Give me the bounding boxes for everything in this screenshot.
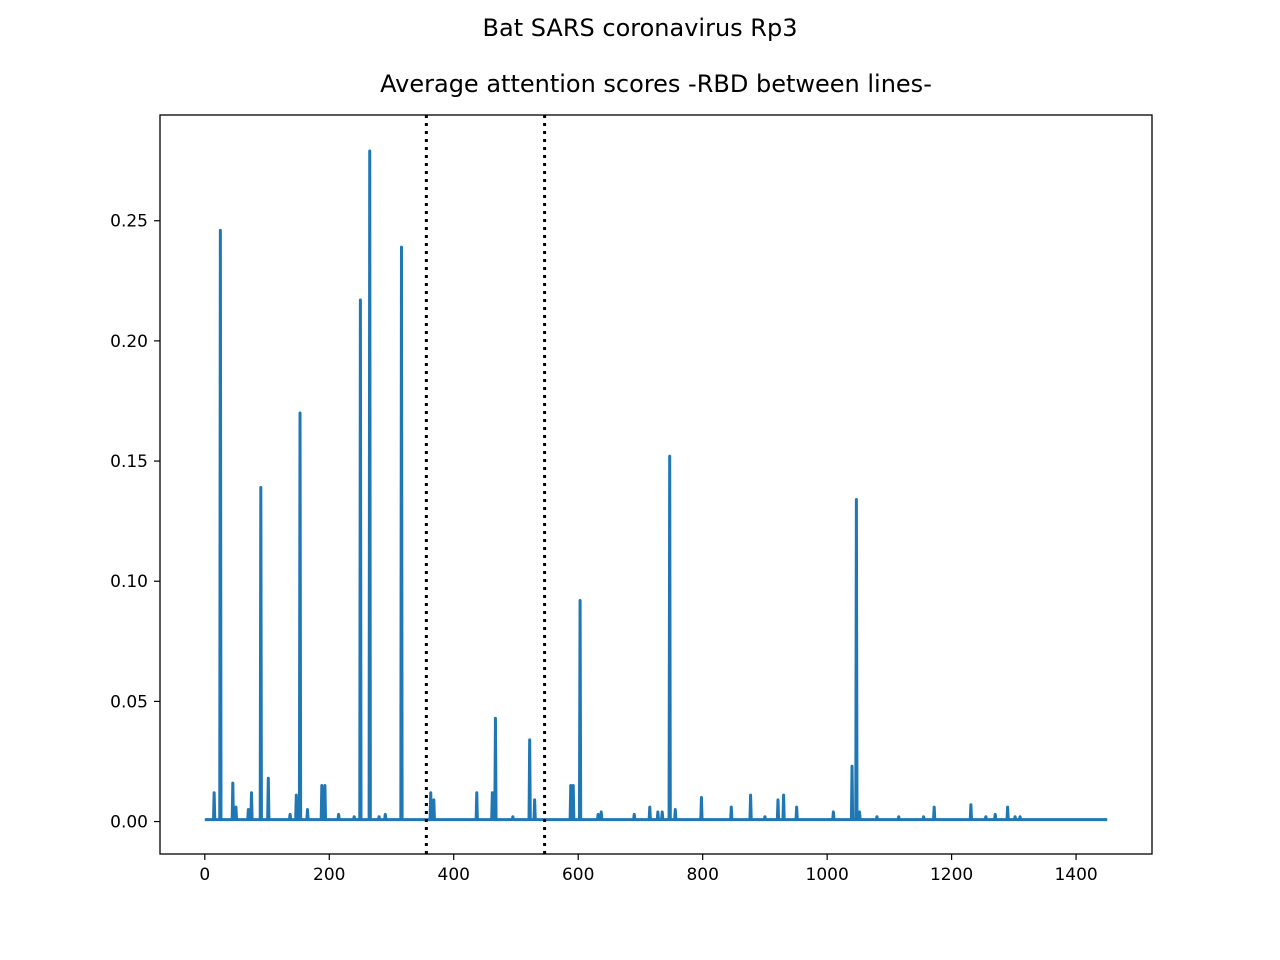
y-tick-label: 0.25	[110, 212, 148, 232]
x-tick-label: 1000	[806, 865, 849, 885]
x-tick-label: 1400	[1054, 865, 1097, 885]
y-tick-label: 0.00	[110, 813, 148, 833]
x-tick-label: 400	[438, 865, 470, 885]
figure-suptitle: Bat SARS coronavirus Rp3	[482, 14, 798, 42]
series-line	[204, 149, 1108, 822]
x-tick-label: 1200	[930, 865, 973, 885]
plot-area-frame	[159, 114, 1153, 855]
x-tick-label: 800	[686, 865, 718, 885]
y-tick-label: 0.10	[110, 572, 148, 592]
y-tick-label: 0.20	[110, 332, 148, 352]
chart-title: Average attention scores -RBD between li…	[380, 70, 932, 98]
x-tick-label: 0	[199, 865, 210, 885]
y-tick-label: 0.15	[110, 452, 148, 472]
y-tick-label: 0.05	[110, 692, 148, 712]
x-tick-label: 600	[562, 865, 594, 885]
x-tick-label: 200	[313, 865, 345, 885]
